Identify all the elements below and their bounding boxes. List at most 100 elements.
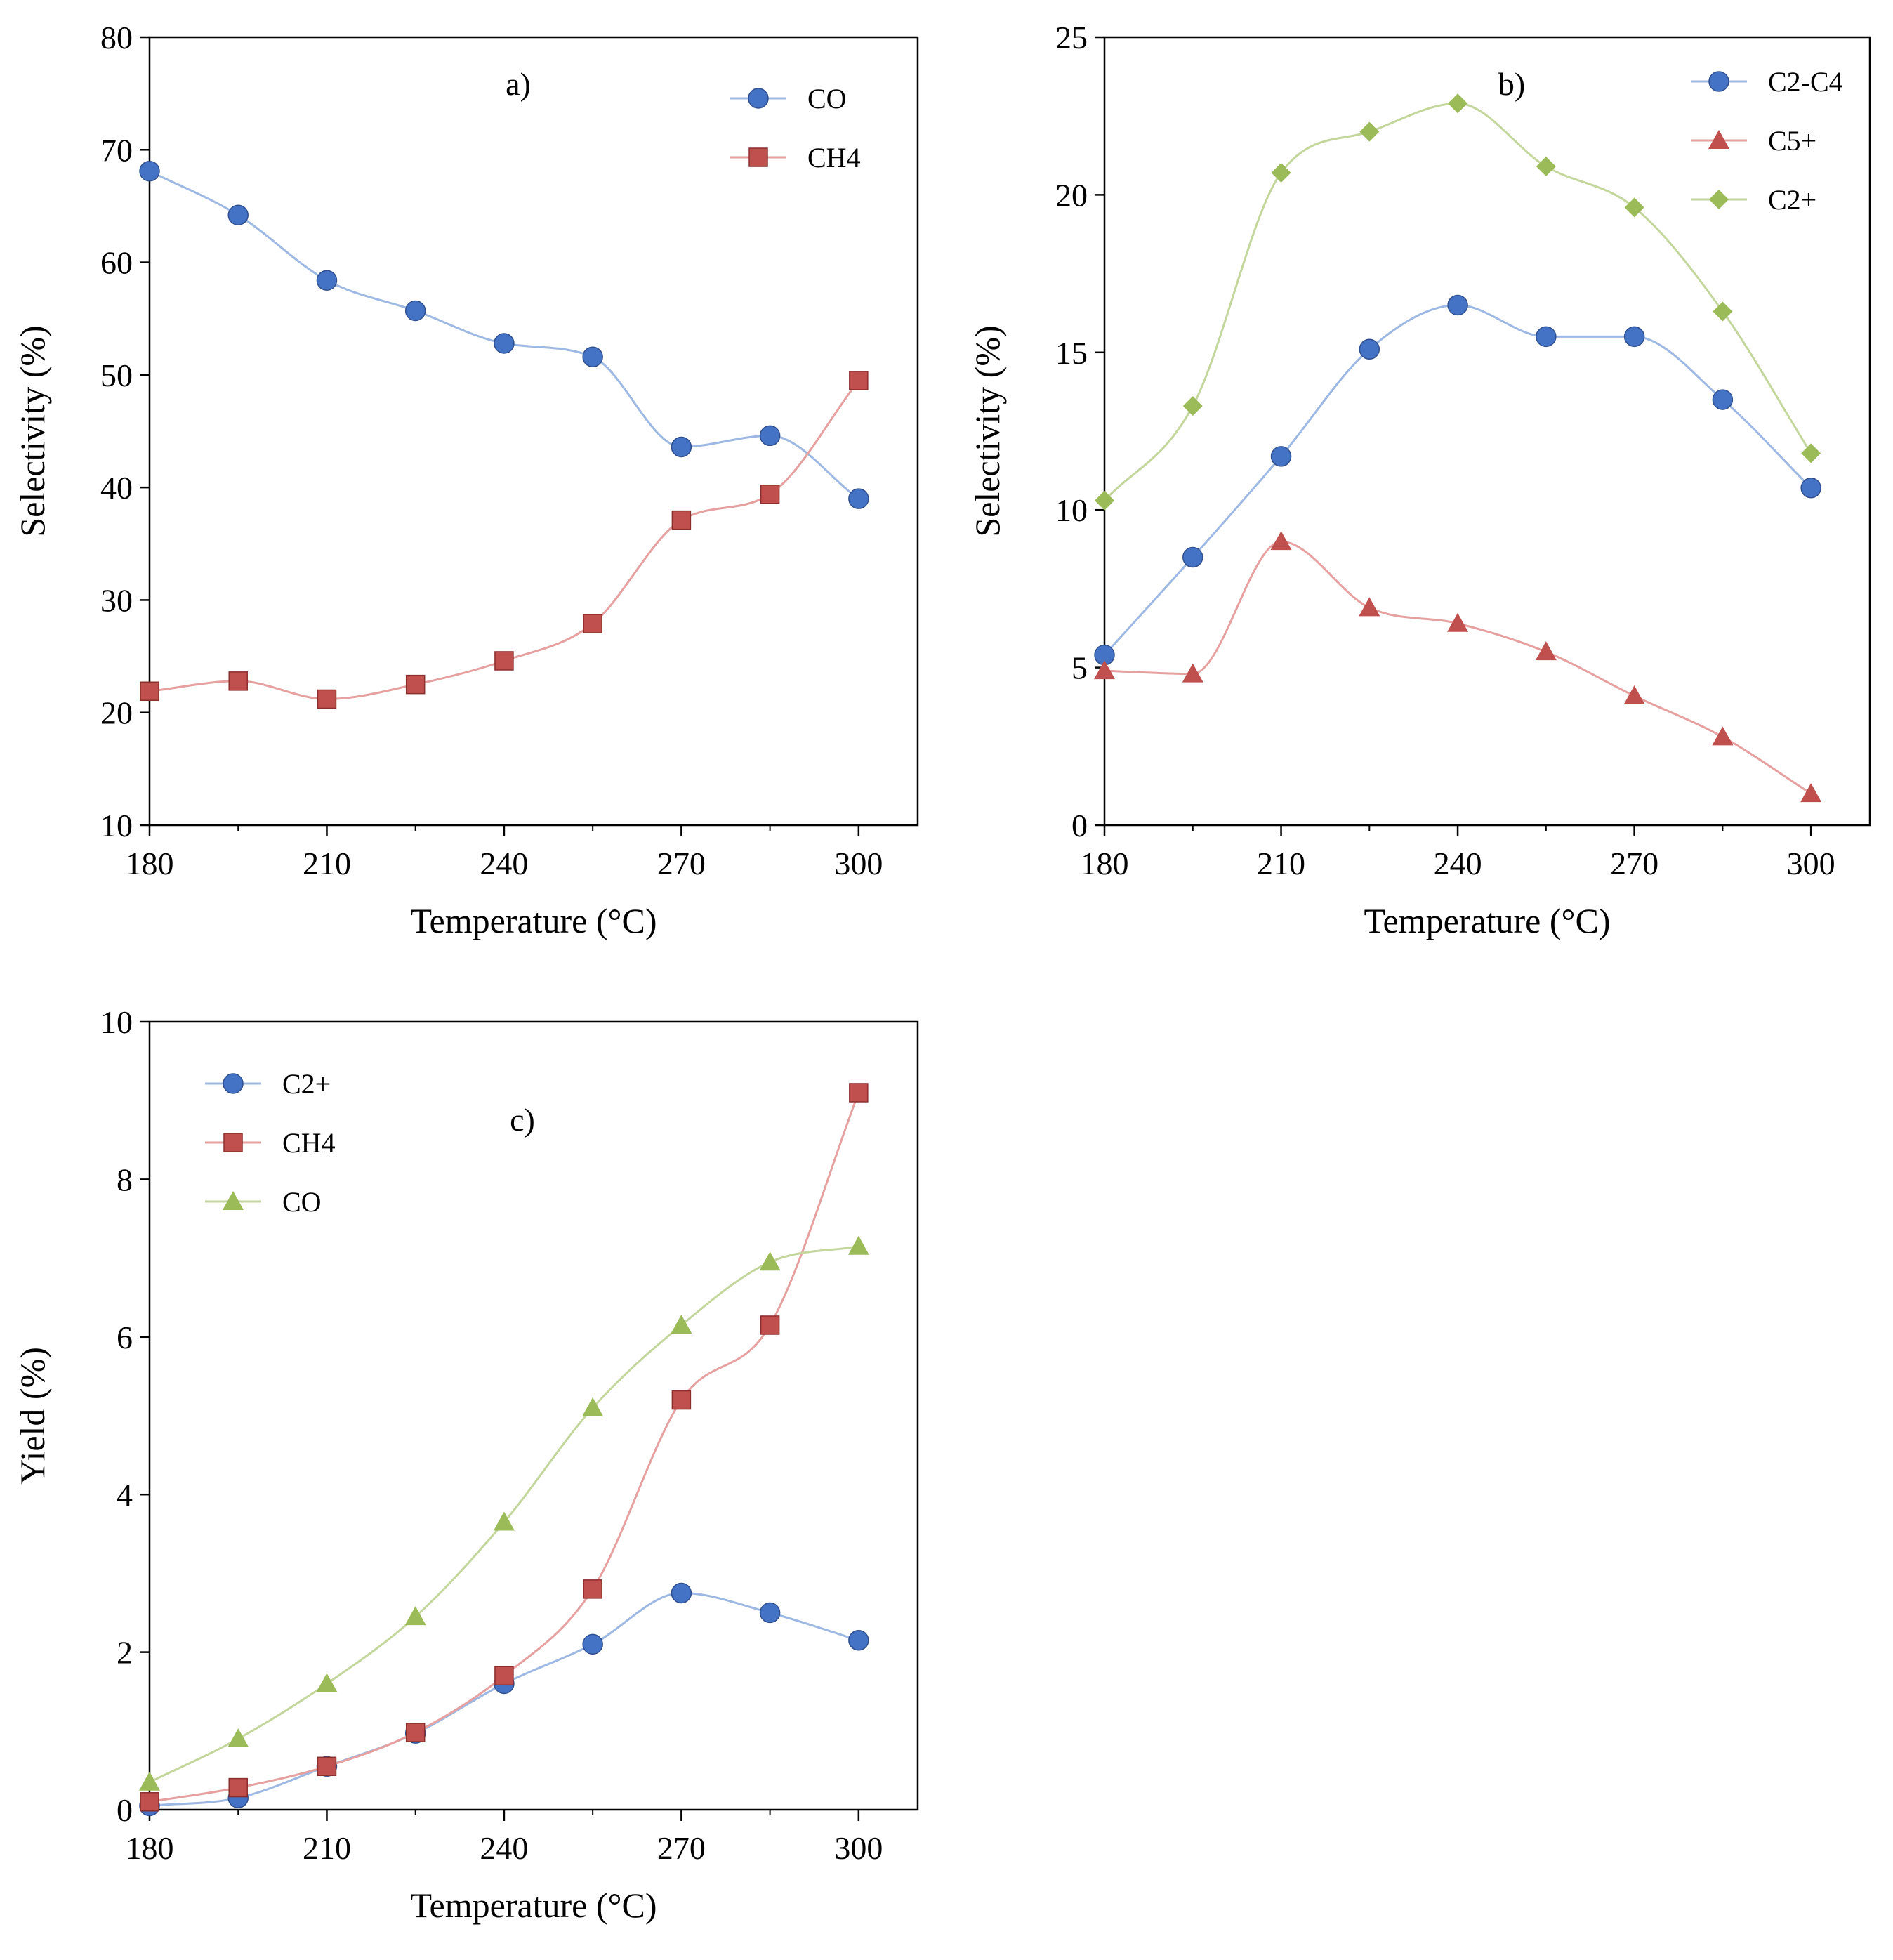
- data-point: [1448, 93, 1468, 114]
- data-point: [582, 346, 603, 367]
- series-co: [139, 1235, 869, 1791]
- x-tick-label: 270: [1610, 846, 1658, 881]
- legend-entry: C2+: [1691, 184, 1816, 216]
- data-point: [1800, 478, 1821, 499]
- x-axis-title: Temperature (°C): [410, 901, 657, 940]
- data-point: [1536, 326, 1557, 348]
- data-point: [1270, 446, 1292, 467]
- data-point: [1624, 197, 1644, 218]
- x-tick-label: 240: [480, 1830, 528, 1866]
- legend-marker: [223, 1133, 243, 1152]
- panel-a: 10 20 30 40 50 60 70 80 180 210 240 270 300 Temperatu…: [13, 20, 919, 940]
- data-point: [1271, 162, 1291, 183]
- data-point: [1800, 783, 1822, 803]
- data-point: [1447, 294, 1468, 316]
- panel-letter: c): [510, 1102, 535, 1138]
- y-tick-label: 8: [117, 1162, 133, 1197]
- data-point: [582, 1633, 603, 1655]
- data-point: [139, 160, 160, 182]
- data-point: [1623, 685, 1645, 704]
- data-point: [671, 436, 692, 458]
- panel-c: 0 2 4 6 8 10 180 210 240 270 300 Temperature (°C) Yi…: [13, 1004, 919, 1925]
- data-point: [671, 1582, 692, 1604]
- data-point: [1712, 726, 1734, 746]
- data-point: [405, 1723, 426, 1742]
- data-point: [1359, 338, 1380, 360]
- x-tick-label: 210: [1257, 846, 1305, 881]
- series-line: [149, 379, 859, 701]
- y-tick-label: 80: [100, 20, 133, 55]
- legend-entry: C2+: [205, 1068, 331, 1100]
- plot-frame-c: [148, 1020, 919, 1811]
- data-point: [228, 671, 248, 691]
- series-c2-: [139, 1582, 869, 1817]
- legend-marker: [748, 147, 768, 167]
- y-axis-title: Selectivity (%): [968, 325, 1007, 537]
- y-tick-label: 10: [100, 1004, 133, 1040]
- data-point: [1801, 443, 1821, 463]
- y-tick-label: 10: [100, 808, 133, 843]
- data-point: [1623, 326, 1645, 348]
- y-tick-label: 40: [100, 470, 133, 506]
- x-tick-label: 300: [834, 1830, 883, 1866]
- data-point: [760, 485, 780, 504]
- legend-entry: C2-C4: [1691, 66, 1843, 98]
- data-point: [493, 1511, 515, 1531]
- panel-letter: b): [1498, 66, 1525, 102]
- x-tick-label: 300: [1787, 846, 1835, 881]
- x-tick-label: 300: [834, 846, 883, 881]
- data-point: [228, 1777, 248, 1798]
- y-tick-label: 0: [117, 1792, 133, 1828]
- series-line: [1103, 303, 1812, 656]
- legend-label: C2+: [1768, 184, 1816, 216]
- data-point: [1447, 612, 1469, 632]
- legend-entry: CO: [730, 83, 847, 114]
- x-axis-title: Temperature (°C): [1364, 901, 1610, 940]
- data-point: [847, 1235, 869, 1255]
- legend-entry: CH4: [730, 142, 861, 173]
- y-tick-label: 4: [117, 1477, 133, 1513]
- legend-label: CO: [807, 83, 847, 114]
- data-point: [671, 1390, 692, 1410]
- data-point: [1359, 597, 1380, 617]
- plot-frame-b: [1103, 36, 1871, 827]
- data-point: [759, 425, 781, 447]
- data-point: [760, 1315, 780, 1335]
- legend-label: CH4: [282, 1127, 336, 1159]
- series-co: [139, 160, 869, 509]
- x-tick-label: 210: [303, 1830, 351, 1866]
- y-tick-label: 6: [117, 1320, 133, 1355]
- legend-label: CH4: [807, 142, 861, 173]
- y-tick-label: 2: [117, 1635, 133, 1671]
- series-line: [149, 1591, 859, 1807]
- data-point: [140, 681, 159, 702]
- data-point: [405, 674, 426, 695]
- data-point: [227, 1728, 249, 1748]
- x-tick-label: 270: [657, 1830, 706, 1866]
- data-point: [404, 300, 426, 322]
- data-point: [227, 204, 249, 226]
- series-line: [1104, 540, 1812, 795]
- data-point: [316, 1673, 338, 1692]
- data-point: [404, 1606, 426, 1626]
- data-point: [848, 1630, 869, 1651]
- data-point: [316, 270, 338, 291]
- data-point: [1094, 660, 1115, 680]
- y-tick-label: 50: [100, 357, 133, 393]
- legend-marker: [223, 1191, 244, 1210]
- series-ch4: [140, 1083, 869, 1812]
- data-point: [759, 1251, 781, 1271]
- y-axis-title: Selectivity (%): [13, 325, 52, 537]
- panel-letter: a): [506, 66, 531, 102]
- y-tick-label: 25: [1055, 20, 1088, 55]
- data-point: [494, 651, 514, 671]
- legend-label: C2-C4: [1768, 66, 1843, 98]
- x-axis-title: Temperature (°C): [410, 1886, 657, 1925]
- series-c2-c4: [1094, 294, 1821, 666]
- legend-marker: [1708, 130, 1729, 149]
- x-tick-label: 210: [303, 846, 351, 881]
- data-point: [317, 1756, 337, 1777]
- series-line: [149, 1092, 860, 1803]
- data-point: [1359, 121, 1380, 142]
